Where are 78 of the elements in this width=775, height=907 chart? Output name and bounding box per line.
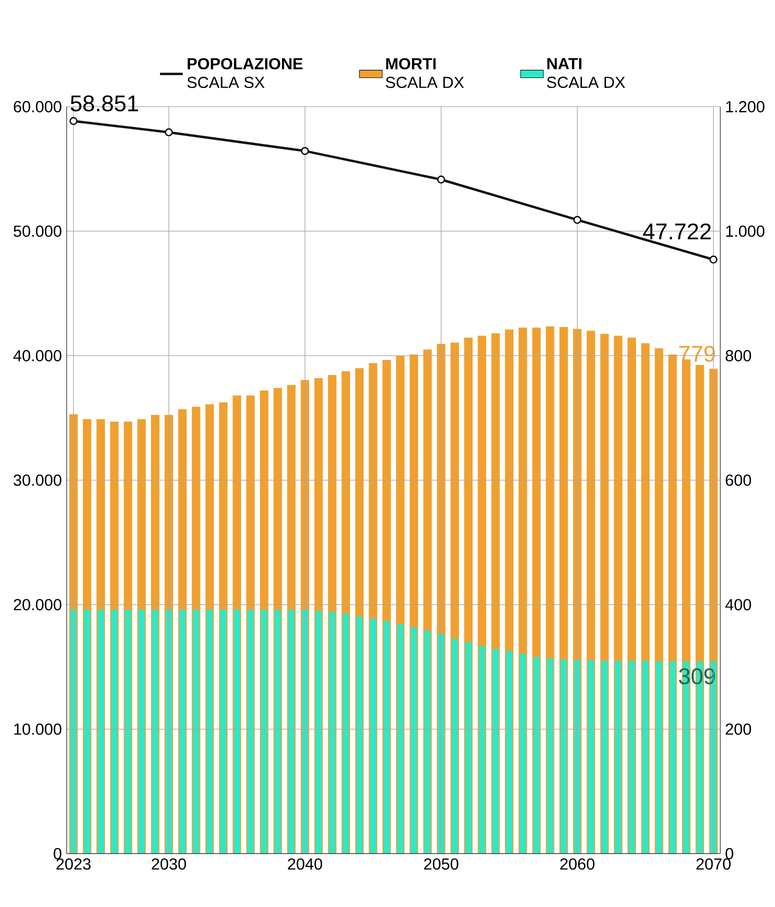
point bbox=[437, 176, 446, 184]
y2-tick-label: 1.000 bbox=[726, 226, 764, 237]
bar bbox=[356, 616, 363, 854]
bar bbox=[478, 646, 486, 854]
x-tick-label: 2040 bbox=[288, 858, 322, 870]
bar bbox=[533, 656, 540, 854]
data-label: 47.722 bbox=[643, 223, 711, 240]
text: SCALA SX bbox=[187, 76, 265, 88]
data-label: 58.851 bbox=[70, 95, 138, 112]
bar bbox=[166, 610, 172, 854]
y-tick-label: 0 bbox=[54, 848, 62, 860]
bar bbox=[397, 624, 404, 854]
bar bbox=[520, 654, 526, 854]
y2-tick-label: 400 bbox=[725, 599, 752, 610]
bar bbox=[98, 610, 104, 854]
bar bbox=[438, 634, 444, 854]
bar bbox=[315, 610, 322, 854]
bar bbox=[384, 620, 390, 854]
bar bbox=[342, 613, 349, 854]
point bbox=[300, 146, 310, 155]
point bbox=[709, 256, 718, 264]
bar bbox=[506, 650, 512, 854]
bar bbox=[179, 610, 186, 854]
point bbox=[164, 128, 173, 136]
bar bbox=[261, 610, 268, 854]
y-tick-label: 10.000 bbox=[14, 723, 62, 735]
legend-label: MORTI bbox=[386, 58, 436, 70]
y2-tick-label: 600 bbox=[726, 474, 752, 486]
bar bbox=[111, 610, 118, 854]
point bbox=[70, 117, 78, 126]
bar bbox=[192, 610, 200, 854]
bar bbox=[546, 658, 554, 854]
bar bbox=[274, 610, 281, 854]
bar bbox=[206, 610, 213, 854]
bar bbox=[220, 610, 226, 854]
bar bbox=[424, 630, 431, 854]
y2-tick-label: 0 bbox=[726, 848, 734, 860]
bar bbox=[452, 638, 458, 854]
bar bbox=[615, 660, 622, 854]
bar bbox=[124, 610, 132, 854]
bar bbox=[601, 660, 608, 854]
x-tick-label: 2050 bbox=[424, 858, 458, 870]
x-tick-label: 2030 bbox=[152, 858, 186, 870]
y2-tick-label: 1.200 bbox=[726, 101, 764, 112]
bar bbox=[656, 661, 662, 854]
bar bbox=[410, 627, 418, 854]
bar bbox=[152, 610, 158, 854]
bar bbox=[628, 660, 635, 854]
bar bbox=[234, 610, 240, 854]
bar bbox=[288, 610, 295, 854]
y-tick-label: 30.000 bbox=[14, 474, 62, 486]
bar bbox=[329, 612, 336, 854]
y-tick-label: 60.000 bbox=[14, 101, 62, 112]
bar bbox=[642, 660, 649, 854]
y-tick-label: 20.000 bbox=[14, 599, 62, 610]
point bbox=[573, 216, 582, 224]
text: SCALA DX bbox=[386, 76, 464, 88]
y2-tick-label: 800 bbox=[726, 350, 752, 362]
bar bbox=[574, 660, 580, 854]
bar bbox=[492, 648, 499, 854]
legend-label: NATI bbox=[547, 58, 582, 70]
text: SCALA DX bbox=[547, 76, 626, 88]
x-tick-label: 2060 bbox=[560, 858, 594, 870]
y-tick-label: 40.000 bbox=[13, 350, 62, 362]
bar bbox=[370, 618, 376, 854]
x-tick-label: 2070 bbox=[696, 858, 731, 870]
bar bbox=[247, 610, 254, 854]
bar bbox=[84, 610, 90, 854]
bar bbox=[138, 610, 145, 854]
legend-label: POPOLAZIONE bbox=[188, 58, 303, 70]
y-tick-label: 50.000 bbox=[14, 226, 62, 237]
bar bbox=[588, 660, 594, 854]
data-label: 309 bbox=[678, 668, 715, 684]
bar bbox=[670, 661, 676, 854]
y2-tick-label: 200 bbox=[726, 723, 752, 735]
x-tick-label: 2023 bbox=[56, 858, 91, 870]
bar bbox=[465, 642, 472, 854]
bar bbox=[560, 659, 567, 854]
